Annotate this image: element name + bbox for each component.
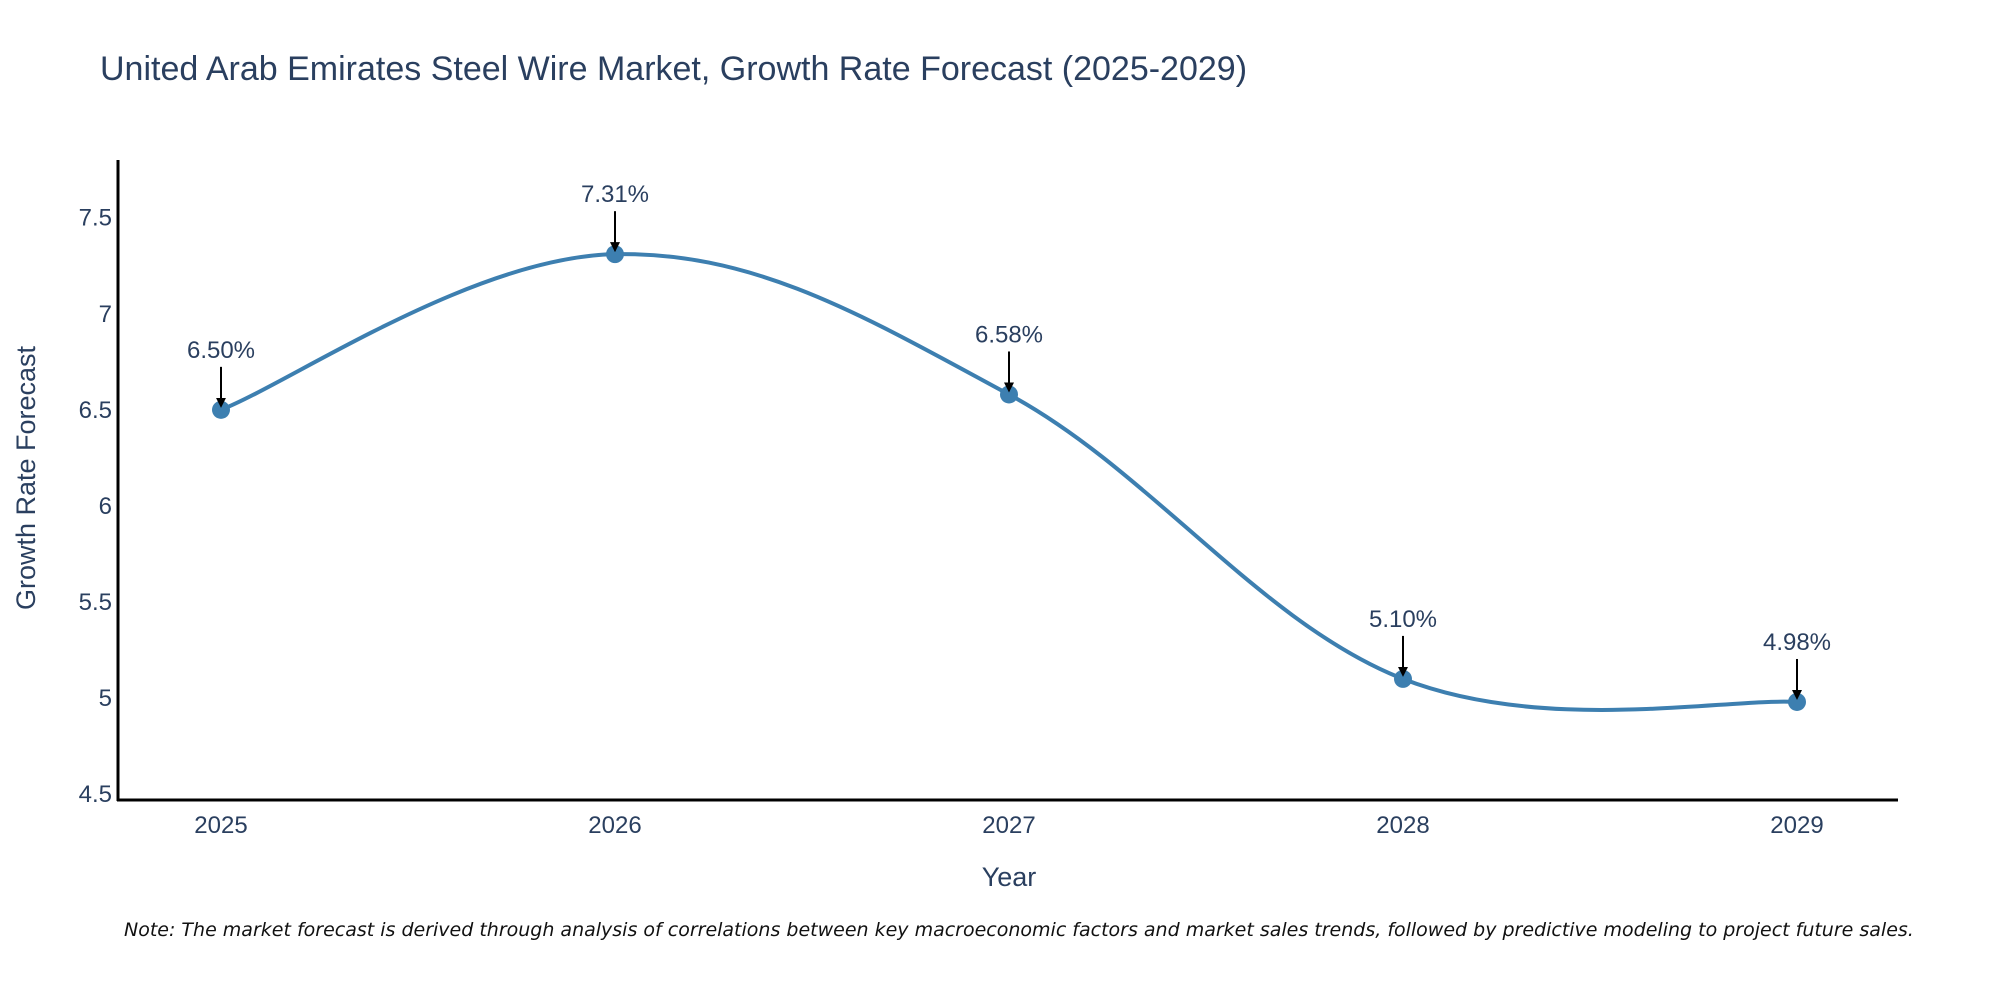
- data-point: [1394, 669, 1412, 688]
- footnote: Note: The market forecast is derived thr…: [124, 919, 1914, 941]
- x-tick-label: 2027: [982, 812, 1035, 839]
- chart-title: United Arab Emirates Steel Wire Market, …: [100, 50, 1247, 88]
- x-tick-label: 2026: [588, 812, 641, 839]
- x-axis-ticks: 2025 2026 2027 2028 2029: [194, 812, 1823, 839]
- data-label: 4.98%: [1763, 629, 1831, 656]
- y-axis-ticks: 4.5 5 5.5 6 6.5 7 7.5: [79, 205, 112, 809]
- data-point: [1788, 692, 1806, 711]
- y-tick-label: 4.5: [79, 781, 112, 808]
- data-point: [212, 400, 230, 419]
- data-label: 6.50%: [187, 337, 255, 364]
- x-tick-label: 2029: [1770, 812, 1823, 839]
- data-label: 6.58%: [975, 321, 1043, 348]
- data-label: 7.31%: [581, 181, 649, 208]
- x-tick-label: 2025: [194, 812, 247, 839]
- data-label-annotations: 6.50% 7.31% 6.58% 5.10% 4.98%: [187, 181, 1831, 700]
- y-axis-label: Growth Rate Forecast: [11, 345, 41, 610]
- data-label: 5.10%: [1369, 606, 1437, 633]
- y-tick-label: 5.5: [79, 589, 112, 616]
- y-tick-label: 7: [99, 301, 112, 328]
- y-tick-label: 7.5: [79, 205, 112, 232]
- y-tick-label: 5: [99, 685, 112, 712]
- data-point: [1000, 385, 1018, 404]
- data-points: [212, 245, 1806, 711]
- x-tick-label: 2028: [1376, 812, 1429, 839]
- x-axis-label: Year: [982, 862, 1037, 892]
- y-tick-label: 6.5: [79, 397, 112, 424]
- data-point: [606, 245, 624, 264]
- y-tick-label: 6: [99, 493, 112, 520]
